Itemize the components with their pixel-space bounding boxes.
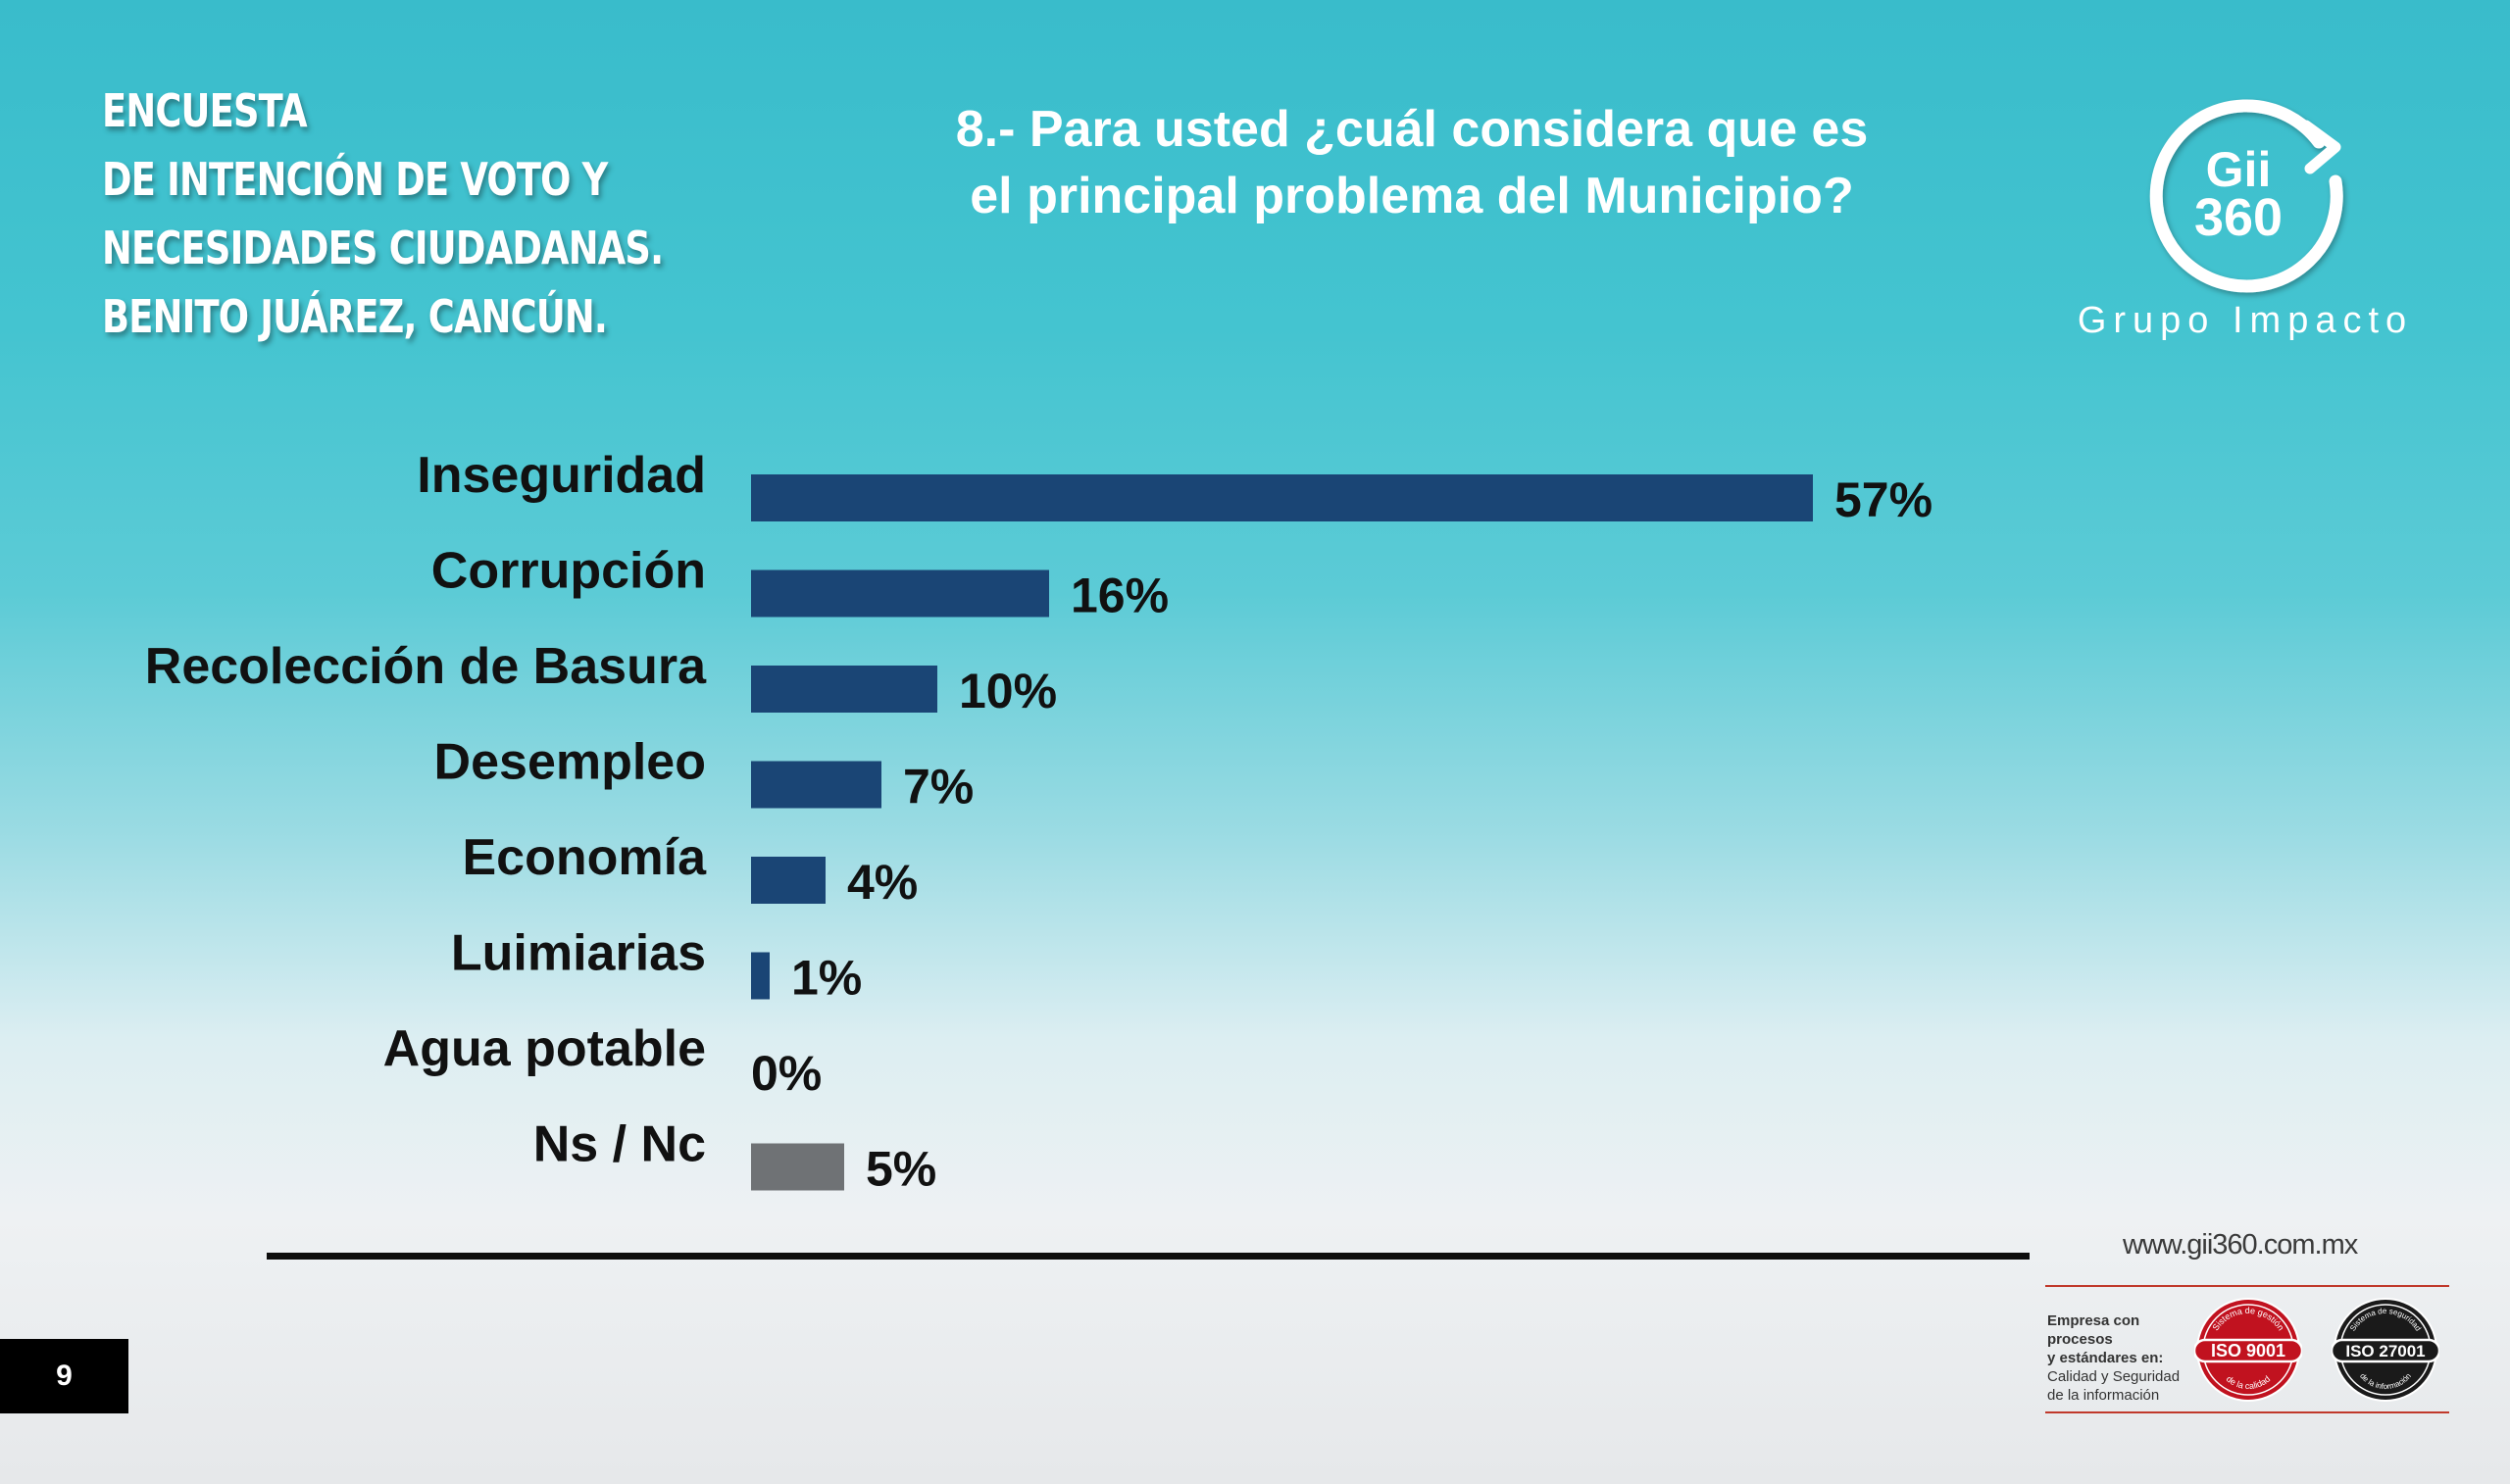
- cert-text-line: de la información: [2047, 1387, 2160, 1404]
- value-label-agua-potable: 0%: [751, 1046, 822, 1101]
- survey-title-line: ENCUESTA: [102, 84, 308, 137]
- survey-title-line: BENITO JUÁREZ, CANCÚN.: [102, 290, 608, 343]
- survey-title-line: DE INTENCIÓN DE VOTO Y: [102, 153, 608, 206]
- category-label-ns-nc: Ns / Nc: [533, 1116, 706, 1173]
- cert-text-line: Empresa con procesos: [2047, 1312, 2140, 1348]
- bar-desempleo: [751, 761, 881, 809]
- value-label-inseguridad: 57%: [1834, 472, 1933, 527]
- category-label-desempleo: Desempleo: [434, 734, 706, 791]
- value-label-economia: 4%: [847, 855, 918, 910]
- footer-divider-top: [2045, 1285, 2449, 1287]
- category-label-agua-potable: Agua potable: [383, 1020, 706, 1077]
- survey-title: ENCUESTA DE INTENCIÓN DE VOTO Y NECESIDA…: [102, 76, 664, 351]
- bar-luimiarias: [751, 952, 770, 1000]
- logo-mark-line2: 360: [2194, 188, 2283, 247]
- iso9001-label: ISO 9001: [2211, 1341, 2285, 1360]
- svg-text:de la calidad: de la calidad: [2225, 1374, 2273, 1391]
- value-label-luimiarias: 1%: [791, 951, 862, 1006]
- bar-inseguridad: [751, 474, 1813, 521]
- category-label-inseguridad: Inseguridad: [417, 447, 706, 504]
- logo-name: Grupo Impacto: [2077, 300, 2414, 341]
- value-label-desempleo: 7%: [903, 760, 974, 815]
- iso-9001-seal-icon: Sistema de gestión ISO 9001 de la calida…: [2194, 1298, 2302, 1402]
- question-line: 8.- Para usted ¿cuál considera que es: [955, 101, 1869, 158]
- category-label-economia: Economía: [463, 829, 708, 886]
- logo-mark-line1: Gii: [2206, 142, 2272, 197]
- circular-arrow-logo-icon: Gii 360: [2149, 99, 2343, 293]
- bar-corrupcion: [751, 569, 1049, 618]
- survey-title-line: NECESIDADES CIUDADANAS.: [102, 222, 664, 274]
- iso9001-bottom-text: de la calidad: [2225, 1374, 2273, 1391]
- iso27001-label: ISO 27001: [2345, 1342, 2425, 1360]
- question-text: 8.- Para usted ¿cuál considera que es el…: [853, 96, 1971, 229]
- question-line: el principal problema del Municipio?: [970, 168, 1854, 224]
- footer-divider-bottom: [2045, 1411, 2449, 1413]
- value-label-recoleccion-de-basura: 10%: [959, 664, 1057, 718]
- value-label-corrupcion: 16%: [1071, 569, 1169, 623]
- cert-text-line: Calidad y Seguridad: [2047, 1368, 2181, 1385]
- category-label-recoleccion-de-basura: Recolección de Basura: [145, 638, 707, 695]
- bar-ns-nc: [751, 1143, 844, 1191]
- cert-text-line: y estándares en:: [2047, 1350, 2164, 1366]
- value-label-ns-nc: 5%: [866, 1142, 936, 1197]
- chart-baseline: [267, 1253, 2030, 1260]
- bar-chart: Inseguridad 57% Corrupción 16% Recolección d…: [145, 447, 1933, 1197]
- website-url: www.gii360.com.mx: [2123, 1229, 2358, 1261]
- bar-recoleccion-de-basura: [751, 666, 937, 713]
- category-label-luimiarias: Luimiarias: [451, 925, 706, 982]
- bar-economia: [751, 857, 826, 904]
- page-number: 9: [0, 1339, 128, 1413]
- certification-text: Empresa con procesos y estándares en: Ca…: [2047, 1311, 2194, 1405]
- category-label-corrupcion: Corrupción: [431, 543, 706, 600]
- iso-27001-seal-icon: Sistema de seguridad ISO 27001 de la inf…: [2332, 1298, 2439, 1402]
